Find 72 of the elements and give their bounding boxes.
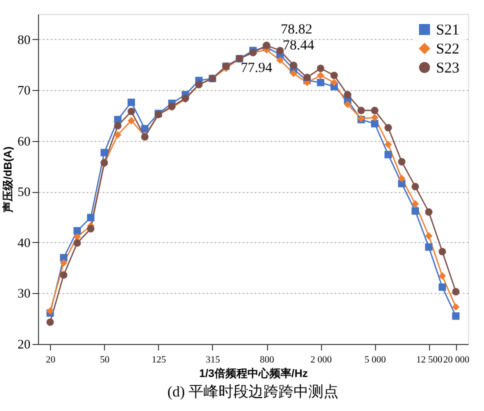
- x-tick-label: 800: [260, 356, 274, 366]
- point: [141, 125, 149, 132]
- x-tick-label: 20 000: [443, 356, 470, 366]
- legend-label: S23: [436, 60, 460, 76]
- point: [128, 108, 136, 116]
- y-tick-label: 30: [18, 286, 30, 301]
- y-tick-label: 40: [18, 234, 30, 250]
- point: [452, 312, 460, 320]
- point: [303, 74, 311, 82]
- point: [290, 62, 298, 69]
- point: [438, 283, 446, 291]
- point: [412, 200, 419, 208]
- x-axis-title: 1/3倍频程中心频率/Hz: [199, 367, 308, 380]
- point: [60, 271, 68, 279]
- point: [290, 70, 298, 78]
- point: [100, 148, 108, 156]
- point: [357, 106, 365, 114]
- point: [276, 46, 284, 54]
- point: [384, 140, 392, 148]
- point: [276, 56, 284, 64]
- point: [438, 272, 446, 280]
- point: [344, 100, 352, 108]
- x-tick-label: 5 000: [364, 356, 386, 366]
- x-tick-label: 315: [206, 356, 220, 366]
- point: [425, 232, 432, 240]
- point: [60, 259, 68, 266]
- point: [384, 124, 392, 132]
- point: [398, 180, 406, 188]
- annotation: 78.82: [280, 22, 312, 38]
- y-tick-label: 80: [18, 32, 30, 47]
- y-tick-label: 50: [18, 184, 30, 200]
- point: [370, 114, 378, 122]
- legend-label: S22: [436, 42, 460, 58]
- point: [128, 116, 136, 124]
- legend-label: S21: [436, 22, 460, 38]
- x-tick-label: 2 000: [310, 356, 332, 366]
- point: [370, 106, 378, 114]
- y-tick-label: 70: [18, 82, 30, 98]
- annotation: 78.44: [282, 38, 314, 54]
- point: [370, 120, 378, 128]
- point: [46, 318, 54, 326]
- point: [316, 78, 324, 86]
- x-tick-label: 12 500: [416, 356, 443, 366]
- point: [74, 227, 81, 234]
- point: [384, 150, 392, 158]
- point: [438, 248, 446, 256]
- y-tick-label: 20: [18, 336, 30, 352]
- point: [425, 243, 432, 251]
- point: [344, 91, 352, 98]
- point: [330, 78, 338, 86]
- point: [412, 182, 419, 190]
- point: [316, 64, 324, 72]
- point: [412, 207, 419, 215]
- point: [74, 239, 81, 247]
- x-tick-label: 125: [152, 356, 166, 366]
- point: [114, 122, 122, 130]
- point: [316, 72, 324, 80]
- point: [425, 208, 432, 216]
- annotation: 77.94: [240, 60, 272, 76]
- point: [398, 158, 406, 166]
- x-tick-label: 50: [100, 356, 110, 366]
- point: [128, 98, 136, 106]
- point: [114, 131, 122, 139]
- x-tick-label: 20: [46, 356, 56, 366]
- point: [452, 288, 460, 296]
- y-axis-title: 声压级/dB(A): [2, 146, 14, 214]
- point: [87, 225, 94, 232]
- point: [330, 72, 338, 80]
- point: [452, 303, 460, 311]
- y-tick-label: 60: [18, 133, 30, 148]
- text: (d) 平峰时段边跨跨中测点: [167, 384, 339, 400]
- point: [87, 214, 94, 222]
